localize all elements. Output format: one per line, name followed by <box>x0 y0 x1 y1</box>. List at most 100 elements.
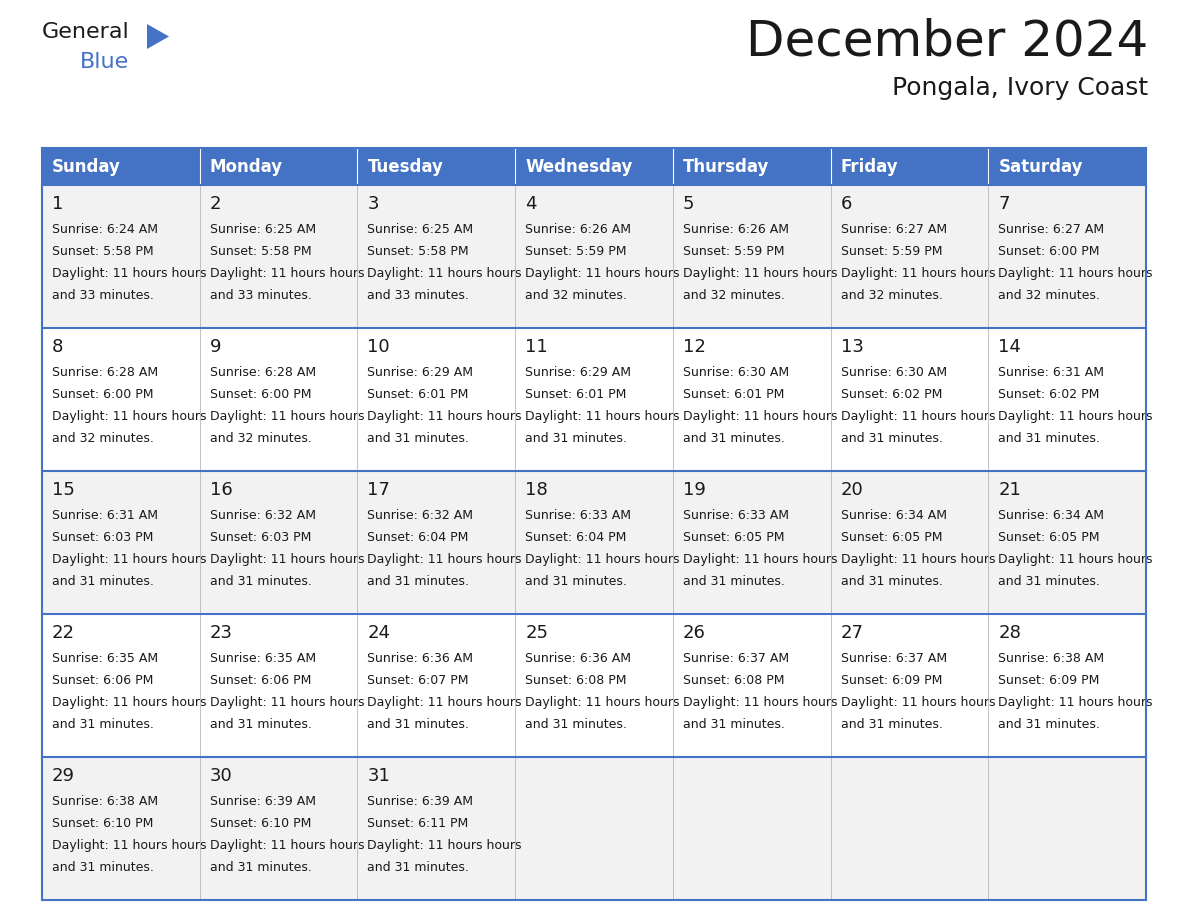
Text: Daylight: 11 hours hours: Daylight: 11 hours hours <box>210 410 365 423</box>
Bar <box>516 757 672 900</box>
Text: Saturday: Saturday <box>998 158 1082 175</box>
Text: and 31 minutes.: and 31 minutes. <box>683 719 785 732</box>
Text: Daylight: 11 hours hours: Daylight: 11 hours hours <box>841 267 996 280</box>
Text: and 31 minutes.: and 31 minutes. <box>841 576 942 588</box>
Text: 9: 9 <box>210 338 221 356</box>
Text: and 32 minutes.: and 32 minutes. <box>210 432 311 445</box>
Text: and 31 minutes.: and 31 minutes. <box>841 719 942 732</box>
Bar <box>358 471 516 614</box>
Text: December 2024: December 2024 <box>746 18 1148 66</box>
Bar <box>988 757 1146 900</box>
Text: Sunrise: 6:34 AM: Sunrise: 6:34 AM <box>998 509 1105 522</box>
Bar <box>672 471 830 614</box>
Text: Daylight: 11 hours hours: Daylight: 11 hours hours <box>841 697 996 710</box>
Bar <box>672 328 830 471</box>
Text: Sunrise: 6:26 AM: Sunrise: 6:26 AM <box>525 223 631 236</box>
Text: 21: 21 <box>998 481 1022 499</box>
Text: Daylight: 11 hours hours: Daylight: 11 hours hours <box>998 267 1152 280</box>
Text: and 31 minutes.: and 31 minutes. <box>525 432 627 445</box>
Text: Sunrise: 6:27 AM: Sunrise: 6:27 AM <box>841 223 947 236</box>
Text: Sunset: 6:01 PM: Sunset: 6:01 PM <box>525 388 626 401</box>
Text: Sunrise: 6:34 AM: Sunrise: 6:34 AM <box>841 509 947 522</box>
Text: 27: 27 <box>841 624 864 642</box>
Bar <box>200 328 358 471</box>
Text: Sunrise: 6:35 AM: Sunrise: 6:35 AM <box>210 652 316 665</box>
Text: Daylight: 11 hours hours: Daylight: 11 hours hours <box>52 697 207 710</box>
Bar <box>830 614 988 757</box>
Text: 14: 14 <box>998 338 1022 356</box>
Text: Sunset: 5:58 PM: Sunset: 5:58 PM <box>210 245 311 258</box>
Text: Sunset: 6:05 PM: Sunset: 6:05 PM <box>683 532 784 544</box>
Text: Daylight: 11 hours hours: Daylight: 11 hours hours <box>525 554 680 566</box>
Text: and 31 minutes.: and 31 minutes. <box>367 576 469 588</box>
Text: Daylight: 11 hours hours: Daylight: 11 hours hours <box>52 839 207 852</box>
Text: Sunset: 6:10 PM: Sunset: 6:10 PM <box>52 817 153 830</box>
Text: Daylight: 11 hours hours: Daylight: 11 hours hours <box>841 554 996 566</box>
Bar <box>830 185 988 328</box>
Bar <box>672 757 830 900</box>
Text: Sunset: 5:58 PM: Sunset: 5:58 PM <box>52 245 153 258</box>
Text: Sunset: 6:02 PM: Sunset: 6:02 PM <box>998 388 1100 401</box>
Text: 12: 12 <box>683 338 706 356</box>
Text: Sunset: 6:04 PM: Sunset: 6:04 PM <box>525 532 626 544</box>
Text: 8: 8 <box>52 338 63 356</box>
Text: and 31 minutes.: and 31 minutes. <box>367 432 469 445</box>
Text: Sunrise: 6:32 AM: Sunrise: 6:32 AM <box>210 509 316 522</box>
Bar <box>830 757 988 900</box>
Bar <box>358 185 516 328</box>
Bar <box>672 148 830 185</box>
Text: 6: 6 <box>841 195 852 213</box>
Bar <box>200 757 358 900</box>
Text: and 31 minutes.: and 31 minutes. <box>998 719 1100 732</box>
Text: Sunset: 6:05 PM: Sunset: 6:05 PM <box>998 532 1100 544</box>
Bar <box>830 471 988 614</box>
Text: 22: 22 <box>52 624 75 642</box>
Text: Sunset: 6:10 PM: Sunset: 6:10 PM <box>210 817 311 830</box>
Text: Tuesday: Tuesday <box>367 158 443 175</box>
Text: Sunset: 6:01 PM: Sunset: 6:01 PM <box>367 388 469 401</box>
Text: Daylight: 11 hours hours: Daylight: 11 hours hours <box>525 410 680 423</box>
Text: and 31 minutes.: and 31 minutes. <box>525 719 627 732</box>
Text: Daylight: 11 hours hours: Daylight: 11 hours hours <box>683 410 838 423</box>
Text: 19: 19 <box>683 481 706 499</box>
Text: Sunset: 6:04 PM: Sunset: 6:04 PM <box>367 532 469 544</box>
Text: Sunrise: 6:32 AM: Sunrise: 6:32 AM <box>367 509 474 522</box>
Text: Sunset: 6:00 PM: Sunset: 6:00 PM <box>52 388 153 401</box>
Text: and 32 minutes.: and 32 minutes. <box>998 289 1100 303</box>
Text: Sunrise: 6:38 AM: Sunrise: 6:38 AM <box>52 795 158 808</box>
Bar <box>42 148 200 185</box>
Text: Sunset: 6:11 PM: Sunset: 6:11 PM <box>367 817 469 830</box>
Text: Sunrise: 6:33 AM: Sunrise: 6:33 AM <box>683 509 789 522</box>
Text: 13: 13 <box>841 338 864 356</box>
Text: 1: 1 <box>52 195 63 213</box>
Text: Sunset: 6:09 PM: Sunset: 6:09 PM <box>841 674 942 688</box>
Text: Sunrise: 6:30 AM: Sunrise: 6:30 AM <box>841 366 947 379</box>
Text: and 31 minutes.: and 31 minutes. <box>367 719 469 732</box>
Text: and 31 minutes.: and 31 minutes. <box>683 576 785 588</box>
Text: Sunday: Sunday <box>52 158 121 175</box>
Text: Daylight: 11 hours hours: Daylight: 11 hours hours <box>210 839 365 852</box>
Text: Sunset: 6:07 PM: Sunset: 6:07 PM <box>367 674 469 688</box>
Bar <box>516 614 672 757</box>
Text: and 32 minutes.: and 32 minutes. <box>683 289 785 303</box>
Text: Sunrise: 6:35 AM: Sunrise: 6:35 AM <box>52 652 158 665</box>
Bar <box>988 148 1146 185</box>
Text: 5: 5 <box>683 195 694 213</box>
Text: Sunrise: 6:38 AM: Sunrise: 6:38 AM <box>998 652 1105 665</box>
Text: and 33 minutes.: and 33 minutes. <box>210 289 311 303</box>
Text: and 33 minutes.: and 33 minutes. <box>367 289 469 303</box>
Text: Thursday: Thursday <box>683 158 770 175</box>
Text: Daylight: 11 hours hours: Daylight: 11 hours hours <box>210 267 365 280</box>
Text: Sunset: 6:08 PM: Sunset: 6:08 PM <box>525 674 626 688</box>
Text: and 31 minutes.: and 31 minutes. <box>52 861 154 875</box>
Text: and 32 minutes.: and 32 minutes. <box>52 432 154 445</box>
Text: Monday: Monday <box>210 158 283 175</box>
Text: Sunrise: 6:39 AM: Sunrise: 6:39 AM <box>210 795 316 808</box>
Bar <box>200 148 358 185</box>
Text: Sunset: 6:00 PM: Sunset: 6:00 PM <box>210 388 311 401</box>
Text: Sunrise: 6:26 AM: Sunrise: 6:26 AM <box>683 223 789 236</box>
Bar <box>42 471 200 614</box>
Text: Sunrise: 6:36 AM: Sunrise: 6:36 AM <box>367 652 474 665</box>
Bar <box>988 328 1146 471</box>
Text: 7: 7 <box>998 195 1010 213</box>
